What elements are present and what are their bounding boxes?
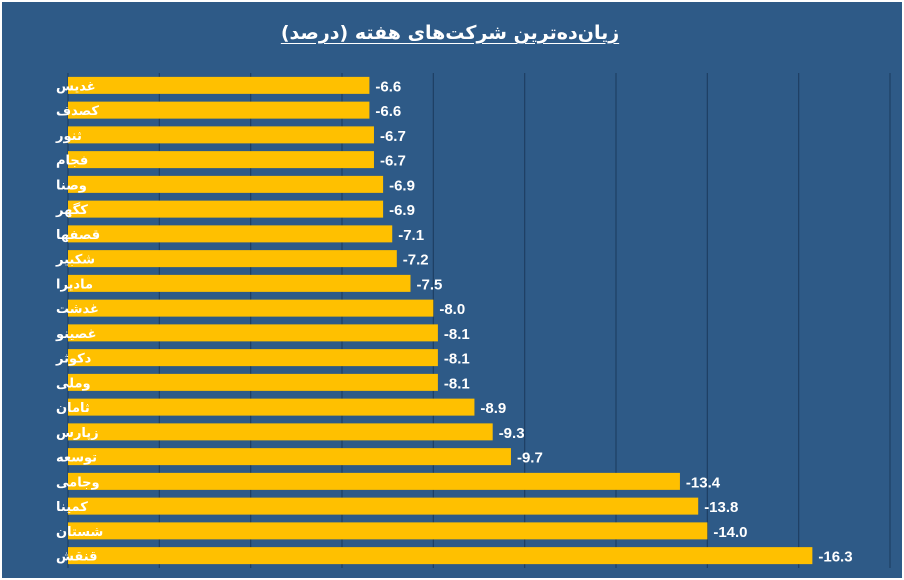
category-label: کمینا	[56, 500, 88, 515]
label-layer: غدیس -6.6 کصدف -6.6 ثنور -6.7 فجام -6.7 وصنا -6.9…	[55, 78, 853, 565]
category-label: وصنا	[56, 178, 87, 193]
value-label: -9.7	[517, 450, 543, 467]
bar	[68, 151, 374, 169]
value-label: -8.9	[480, 400, 506, 417]
value-label: -16.3	[818, 549, 852, 566]
category-label: کصدف	[56, 104, 99, 119]
category-label: ثامان	[56, 401, 90, 416]
category-label: دکوثر	[55, 352, 92, 367]
bar	[68, 175, 384, 193]
bar	[68, 398, 475, 416]
bar	[68, 76, 370, 94]
bar-layer	[68, 76, 813, 565]
value-label: -13.8	[704, 499, 738, 516]
value-label: -6.9	[389, 202, 415, 219]
value-label: -6.6	[375, 103, 401, 120]
category-label: ثنور	[55, 129, 82, 144]
bar	[68, 101, 370, 119]
bar	[68, 522, 708, 540]
bar	[68, 423, 493, 441]
value-label: -6.6	[375, 78, 401, 95]
bar	[68, 472, 680, 490]
bar	[68, 225, 393, 243]
grid-layer	[67, 73, 891, 568]
bar	[68, 373, 438, 391]
category-label: قصفها	[56, 228, 100, 243]
value-label: -9.3	[499, 425, 525, 442]
bar	[68, 448, 511, 466]
category-label: زپارس	[56, 426, 99, 441]
category-label: مادیرا	[56, 277, 93, 292]
category-label: توسعه	[56, 451, 97, 466]
bar	[68, 324, 438, 342]
value-label: -6.9	[389, 177, 415, 194]
chart-title: زیان‌ده‌ترین شرکت‌های هفته (درصد)	[280, 22, 620, 44]
value-label: -7.5	[417, 276, 443, 293]
category-label: غدشت	[56, 302, 99, 317]
value-label: -8.0	[439, 301, 465, 318]
bar	[68, 200, 384, 218]
category-label: غصینو	[55, 327, 96, 342]
bar	[68, 299, 434, 317]
bar	[68, 497, 699, 515]
value-label: -8.1	[444, 351, 470, 368]
value-label: -6.7	[380, 153, 406, 170]
category-label: وجامی	[56, 475, 100, 490]
value-label: -13.4	[686, 474, 721, 491]
bar	[68, 547, 813, 565]
bar	[68, 250, 397, 268]
value-label: -6.7	[380, 128, 406, 145]
value-label: -14.0	[713, 524, 747, 541]
category-label: وملی	[56, 376, 91, 391]
bar	[68, 126, 374, 144]
category-label: غدیس	[56, 79, 96, 94]
value-label: -8.1	[444, 375, 470, 392]
category-label: قنقش	[56, 550, 98, 565]
bar	[68, 274, 411, 292]
category-label: شستان	[56, 525, 103, 540]
category-label: فجام	[56, 154, 88, 169]
category-label: کگهر	[55, 202, 88, 218]
value-label: -7.1	[398, 227, 424, 244]
category-label: شکبیر	[55, 253, 95, 268]
value-label: -8.1	[444, 326, 470, 343]
bar	[68, 349, 438, 367]
value-label: -7.2	[403, 252, 429, 269]
